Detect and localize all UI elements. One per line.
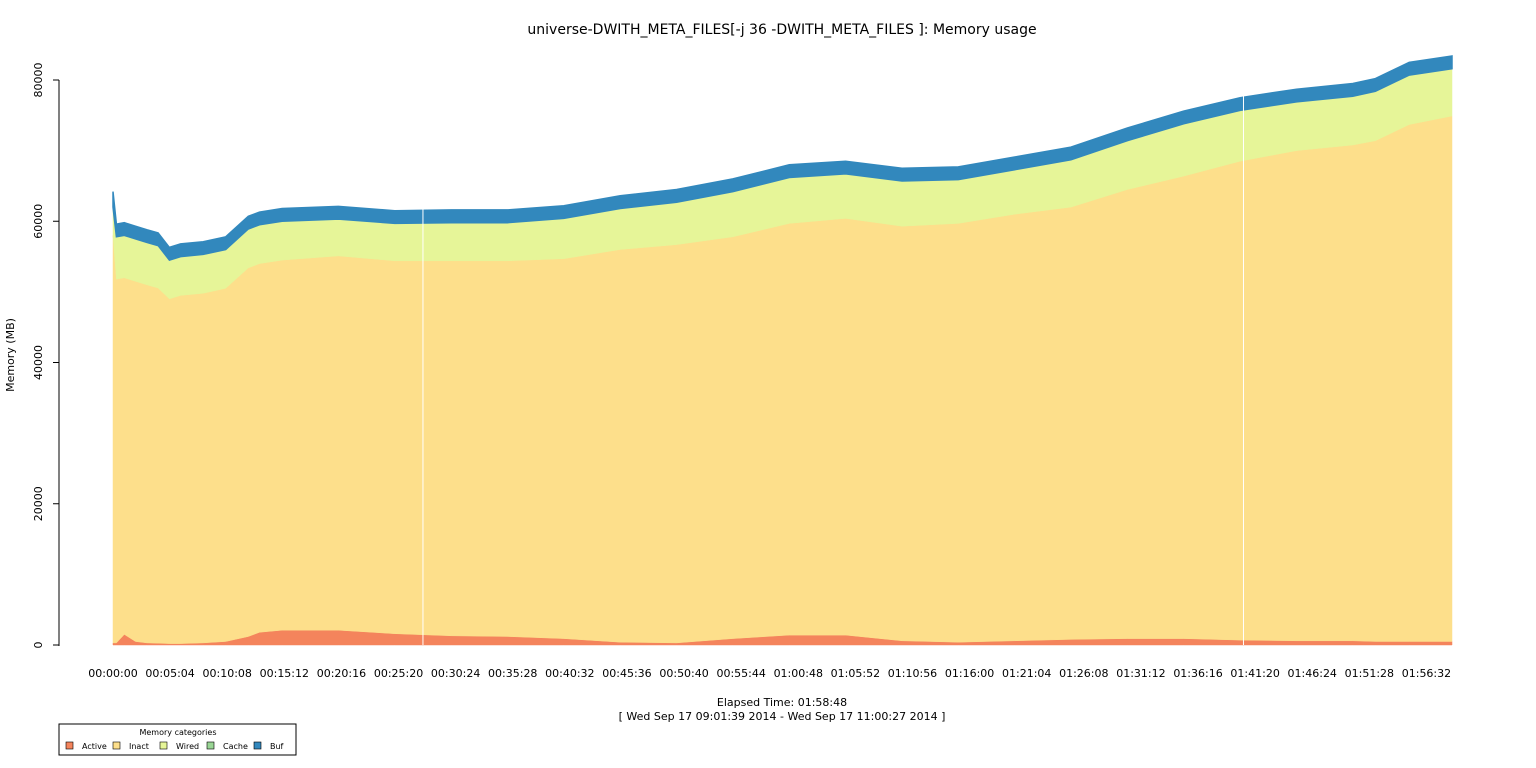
legend-label-buf: Buf — [270, 742, 284, 751]
stacked-area-layer — [112, 55, 1453, 646]
y-axis: 0 20000 40000 60000 80000 — [32, 63, 60, 649]
legend-swatch-active — [65, 741, 74, 750]
legend-box — [58, 723, 297, 756]
x-tick-label: 00:15:12 — [260, 667, 309, 680]
x-tick-label: 01:10:56 — [888, 667, 937, 680]
x-tick-label: 01:21:04 — [1002, 667, 1051, 680]
area-buf — [112, 55, 1453, 261]
x-tick-label: 00:45:36 — [602, 667, 651, 680]
vertical-gridlines — [422, 55, 1244, 645]
legend-label-wired: Wired — [176, 742, 199, 751]
x-tick-label: 01:05:52 — [831, 667, 880, 680]
y-axis-title: Memory (MB) — [4, 318, 17, 392]
x-tick-label: 00:25:20 — [374, 667, 423, 680]
x-tick-label: 00:35:28 — [488, 667, 537, 680]
x-tick-label: 00:30:24 — [431, 667, 480, 680]
legend-label-inact: Inact — [129, 742, 149, 751]
legend-swatch-buf — [253, 741, 262, 750]
x-axis: 00:00:00 00:05:04 00:10:08 00:15:12 00:20:16… — [88, 667, 1451, 680]
x-axis-subtitle: [ Wed Sep 17 09:01:39 2014 - Wed Sep 17 … — [619, 710, 946, 723]
x-axis-title: Elapsed Time: 01:58:48 — [717, 696, 847, 709]
x-tick-label: 00:10:08 — [203, 667, 252, 680]
legend: Memory categories Active Inact Wired Cache B… — [58, 723, 297, 756]
x-tick-label: 00:55:44 — [716, 667, 765, 680]
y-tick-label: 40000 — [32, 345, 45, 380]
x-tick-label: 01:16:00 — [945, 667, 994, 680]
legend-label-cache: Cache — [223, 742, 248, 751]
y-tick-label: 20000 — [32, 486, 45, 521]
legend-swatch-wired — [159, 741, 168, 750]
x-tick-label: 01:31:12 — [1116, 667, 1165, 680]
x-tick-label: 00:00:00 — [88, 667, 137, 680]
x-tick-label: 00:40:32 — [545, 667, 594, 680]
x-tick-label: 01:00:48 — [774, 667, 823, 680]
x-tick-label: 01:46:24 — [1288, 667, 1337, 680]
y-tick-label: 80000 — [32, 63, 45, 98]
legend-swatch-cache — [206, 741, 215, 750]
legend-title: Memory categories — [139, 728, 216, 737]
x-tick-label: 00:05:04 — [145, 667, 194, 680]
y-tick-label: 0 — [32, 642, 45, 649]
x-tick-label: 00:20:16 — [317, 667, 366, 680]
legend-label-active: Active — [82, 742, 107, 751]
legend-swatch-inact — [112, 741, 121, 750]
x-tick-label: 01:26:08 — [1059, 667, 1108, 680]
x-tick-label: 00:50:40 — [659, 667, 708, 680]
chart-title: universe-DWITH_META_FILES[-j 36 -DWITH_M… — [527, 22, 1036, 38]
x-tick-label: 01:41:20 — [1230, 667, 1279, 680]
x-tick-label: 01:51:28 — [1345, 667, 1394, 680]
x-tick-label: 01:36:16 — [1173, 667, 1222, 680]
x-tick-label: 01:56:32 — [1402, 667, 1451, 680]
y-tick-label: 60000 — [32, 204, 45, 239]
